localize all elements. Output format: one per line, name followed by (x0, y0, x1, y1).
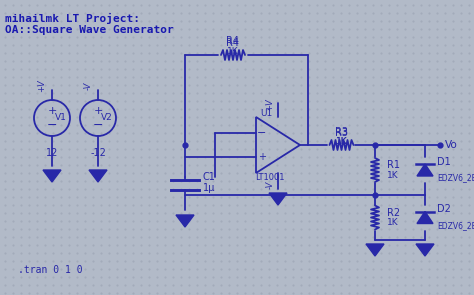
Polygon shape (269, 193, 287, 205)
Text: 1K: 1K (336, 137, 347, 147)
Polygon shape (366, 244, 384, 256)
Text: 1K: 1K (336, 137, 347, 145)
Text: 1K: 1K (227, 47, 239, 57)
Text: +V: +V (37, 80, 46, 92)
Text: R1: R1 (387, 160, 400, 170)
Polygon shape (89, 170, 107, 182)
Text: R2: R2 (387, 207, 400, 217)
Text: D2: D2 (437, 204, 451, 214)
Text: −: − (47, 119, 57, 132)
Text: 1μ: 1μ (203, 183, 215, 193)
Text: −: − (257, 128, 267, 138)
Text: R4: R4 (227, 38, 239, 48)
Text: V2: V2 (101, 114, 113, 122)
Text: R3: R3 (335, 127, 348, 137)
Text: C1: C1 (203, 172, 216, 182)
Polygon shape (417, 212, 433, 224)
Text: Vo: Vo (445, 140, 458, 150)
Text: -V: -V (83, 82, 92, 90)
Text: LT1001: LT1001 (255, 173, 285, 181)
Polygon shape (176, 215, 194, 227)
Text: +V: +V (265, 99, 274, 112)
Text: -12: -12 (90, 148, 106, 158)
Text: V1: V1 (55, 114, 67, 122)
Text: -V: -V (265, 181, 274, 189)
Text: mihailmk LT Project:: mihailmk LT Project: (5, 12, 140, 24)
Text: .tran 0 1 0: .tran 0 1 0 (18, 265, 82, 275)
Text: D1: D1 (437, 157, 451, 167)
Text: −: − (93, 119, 103, 132)
Text: U1: U1 (260, 109, 272, 117)
Text: EDZV6_2B: EDZV6_2B (437, 221, 474, 230)
Text: 1K: 1K (387, 218, 399, 227)
Text: +: + (258, 152, 266, 162)
Polygon shape (416, 244, 434, 256)
Text: R4: R4 (227, 36, 239, 46)
Text: OA::Square Wave Generator: OA::Square Wave Generator (5, 25, 174, 35)
Text: R3: R3 (335, 128, 348, 138)
Polygon shape (417, 164, 433, 176)
Text: +: + (93, 106, 103, 116)
Text: 1K: 1K (387, 171, 399, 179)
Polygon shape (43, 170, 61, 182)
Text: EDZV6_2B: EDZV6_2B (437, 173, 474, 183)
Text: 12: 12 (46, 148, 58, 158)
Text: +: + (47, 106, 57, 116)
